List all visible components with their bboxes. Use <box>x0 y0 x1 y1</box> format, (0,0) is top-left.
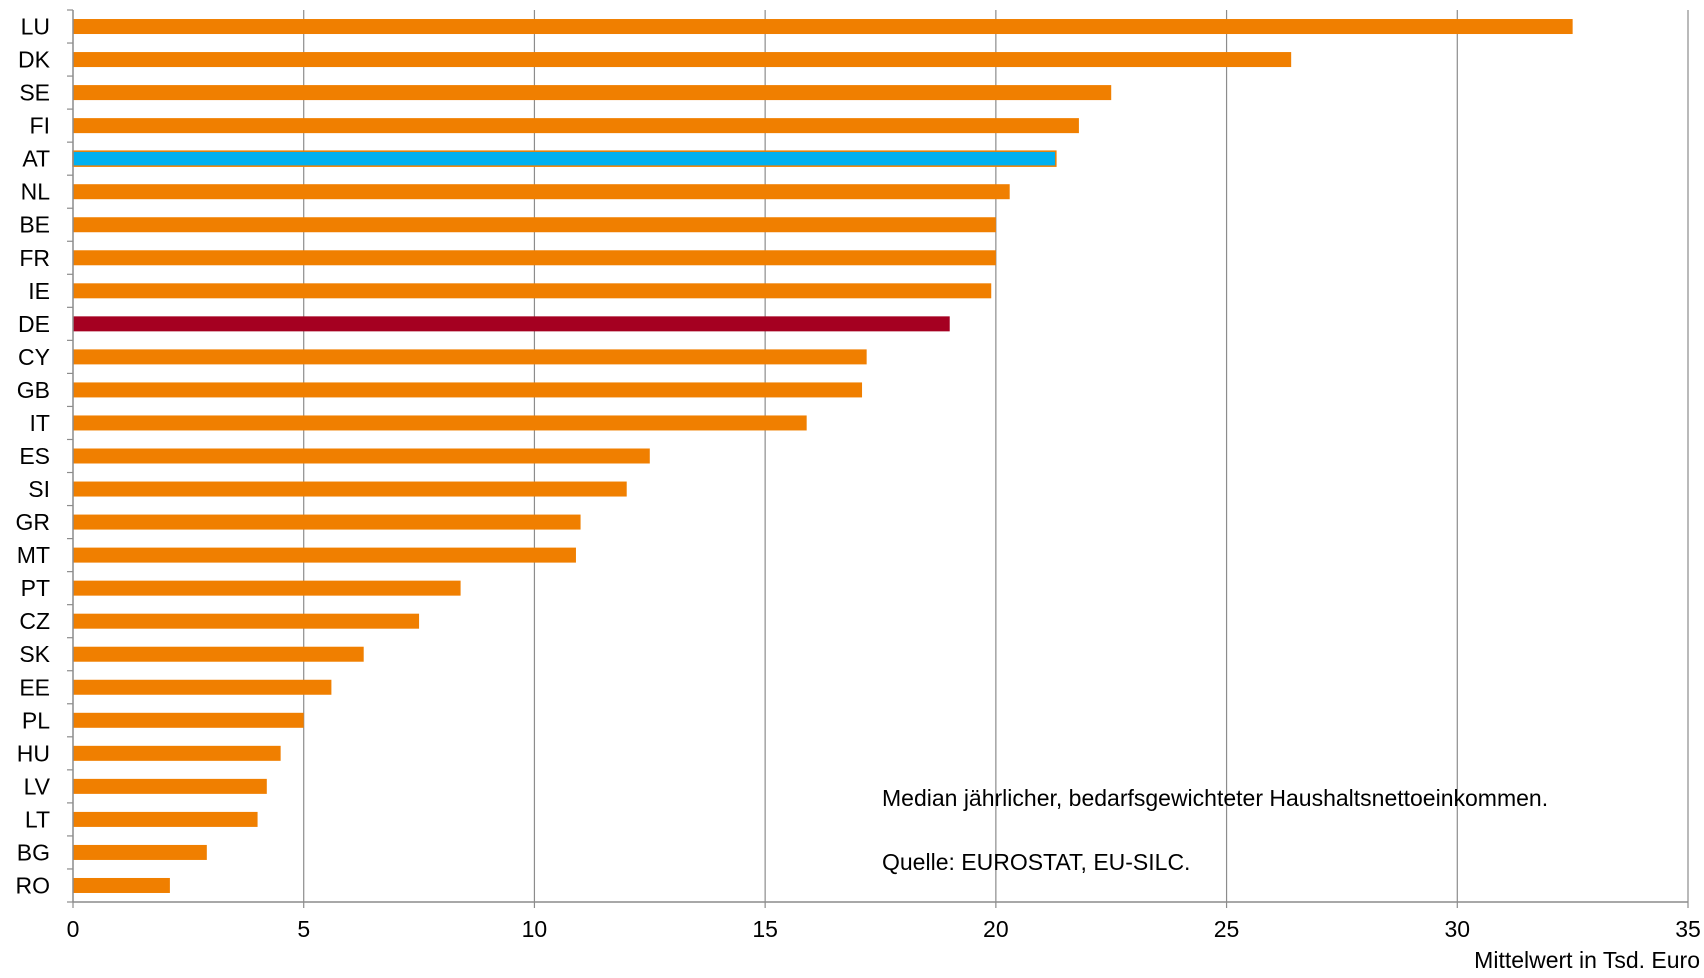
category-label-hu: HU <box>17 740 50 766</box>
category-label-nl: NL <box>21 179 51 205</box>
bar-gb <box>73 382 863 398</box>
bar-hu <box>73 745 281 761</box>
bar-be <box>73 217 996 233</box>
category-labels: LU DK SE FI AT NL BE FR IE DE CY GB IT ES SI GR MT PT CZ SK… <box>16 14 51 899</box>
x-tick-labels: 0 5 10 15 20 25 30 35 <box>67 916 1701 942</box>
bar-se <box>73 85 1112 101</box>
category-label-at: AT <box>22 146 50 172</box>
bar-mt <box>73 547 576 563</box>
bar-lu <box>73 19 1573 35</box>
bar-si <box>73 481 627 497</box>
category-label-ee: EE <box>19 674 50 700</box>
bar-es <box>73 448 650 464</box>
bar-lt <box>73 811 258 827</box>
bar-pt <box>73 580 461 596</box>
bar-gr <box>73 514 581 530</box>
category-label-fr: FR <box>19 245 50 271</box>
x-tick-label-10: 10 <box>522 916 548 942</box>
x-tick-label-0: 0 <box>67 916 80 942</box>
category-label-pl: PL <box>22 707 50 733</box>
category-label-dk: DK <box>18 47 51 73</box>
category-label-fi: FI <box>30 113 50 139</box>
bar-fi <box>73 118 1079 134</box>
bar-ro <box>73 877 170 893</box>
bar-lv <box>73 778 267 794</box>
bar-dk <box>73 52 1292 68</box>
bar-sk <box>73 646 364 662</box>
category-label-mt: MT <box>17 542 50 568</box>
bar-cz <box>73 613 420 629</box>
bar-fr <box>73 250 996 266</box>
category-label-gb: GB <box>17 377 50 403</box>
category-label-be: BE <box>19 212 50 238</box>
x-tick-label-35: 35 <box>1675 916 1701 942</box>
bar-de <box>73 316 950 332</box>
bar-ee <box>73 679 332 695</box>
bars <box>72 19 1573 893</box>
category-label-de: DE <box>18 311 50 337</box>
bar-ie <box>73 283 992 299</box>
category-label-cz: CZ <box>19 608 50 634</box>
category-label-ro: RO <box>16 872 51 898</box>
category-label-ie: IE <box>28 278 50 304</box>
x-tick-label-20: 20 <box>983 916 1009 942</box>
bar-bg <box>73 844 207 860</box>
x-axis-label: Mittelwert in Tsd. Euro <box>1474 947 1700 973</box>
bar-cy <box>73 349 867 365</box>
category-label-it: IT <box>30 410 50 436</box>
bar-nl <box>73 184 1010 200</box>
category-label-lu: LU <box>21 14 50 40</box>
bar-pl <box>73 712 304 728</box>
category-label-es: ES <box>19 443 50 469</box>
x-tick-label-30: 30 <box>1444 916 1470 942</box>
category-label-cy: CY <box>18 344 50 370</box>
category-label-bg: BG <box>17 839 50 865</box>
axes <box>67 9 1689 908</box>
x-tick-label-25: 25 <box>1214 916 1240 942</box>
category-label-pt: PT <box>21 575 50 601</box>
bar-at <box>72 150 1057 167</box>
bar-it <box>73 415 807 431</box>
category-label-gr: GR <box>16 509 51 535</box>
category-label-lt: LT <box>25 806 50 832</box>
annotation-description: Median jährlicher, bedarfsgewichteter Ha… <box>882 785 1548 811</box>
category-label-si: SI <box>28 476 50 502</box>
x-tick-label-5: 5 <box>297 916 310 942</box>
category-label-se: SE <box>19 80 50 106</box>
category-label-sk: SK <box>19 641 50 667</box>
annotation-source: Quelle: EUROSTAT, EU-SILC. <box>882 849 1190 875</box>
x-tick-label-15: 15 <box>752 916 778 942</box>
category-label-lv: LV <box>24 773 51 799</box>
